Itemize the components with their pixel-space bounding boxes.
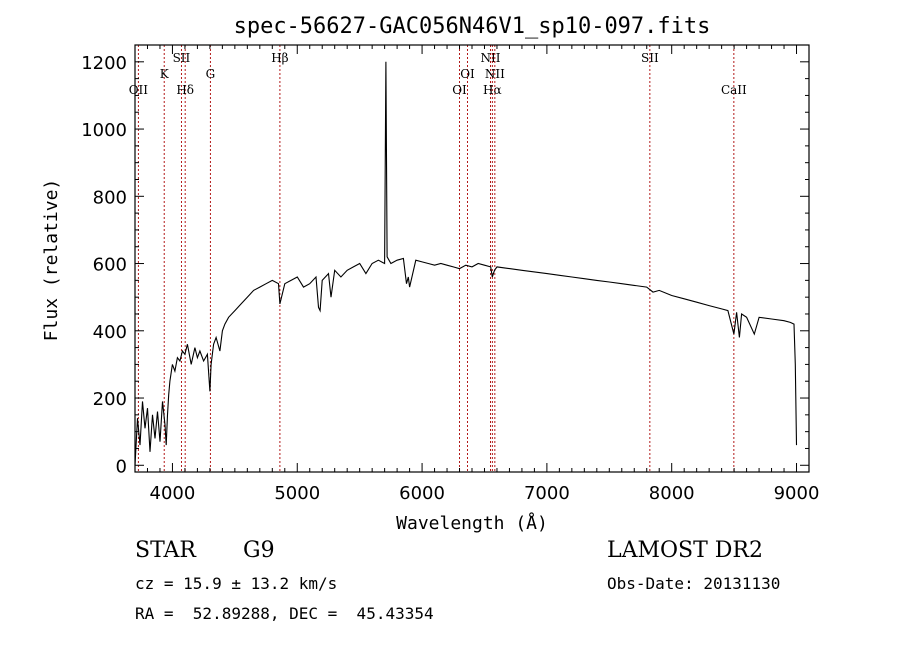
chart-title: spec-56627-GAC056N46V1_sp10-097.fits: [234, 14, 711, 39]
y-axis-label: Flux (relative): [41, 179, 62, 342]
x-axis-label: Wavelength (Å): [396, 512, 548, 534]
redshift-value: cz = 15.9 ± 13.2 km/s: [135, 574, 338, 593]
x-tick-label: 4000: [150, 483, 196, 504]
x-tick-label: 7000: [524, 483, 570, 504]
spectrum-line: [134, 61, 798, 466]
x-tick-label: 9000: [774, 483, 820, 504]
x-tick-label: 5000: [274, 483, 320, 504]
y-tick-label: 1200: [81, 53, 127, 74]
coordinates: RA = 52.89288, DEC = 45.43354: [135, 604, 434, 623]
spectral-line-label: NII: [485, 67, 505, 81]
spectral-line-label: Hα: [483, 83, 502, 97]
plot-frame: [134, 44, 810, 473]
axis-ticks: 4000 5000 6000 7000 8000 9000 0 200 400 600 800 100…: [81, 45, 819, 504]
object-class: STAR: [135, 538, 196, 563]
spectral-line-label: SII: [173, 51, 191, 65]
y-tick-label: 0: [116, 456, 127, 477]
spectral-line-label: K: [160, 67, 170, 81]
spectral-line-label: CaII: [721, 83, 747, 97]
spectral-line-label: OI: [460, 67, 475, 81]
object-subclass: G9: [243, 538, 275, 563]
spectral-line-label: SII: [641, 51, 659, 65]
spectral-line-label: Hβ: [271, 51, 288, 65]
y-tick-label: 400: [93, 322, 127, 343]
spectral-line-label: OII: [129, 83, 149, 97]
x-tick-label: 8000: [649, 483, 695, 504]
y-tick-label: 600: [93, 255, 127, 276]
x-tick-label: 6000: [399, 483, 445, 504]
spectral-line-label: NII: [480, 51, 500, 65]
observation-date: Obs-Date: 20131130: [607, 574, 781, 593]
survey-name: LAMOST DR2: [607, 538, 763, 563]
y-tick-label: 800: [93, 187, 127, 208]
spectral-line-label: OI: [452, 83, 467, 97]
y-tick-label: 1000: [81, 120, 127, 141]
spectral-line-label: G: [206, 67, 216, 81]
y-tick-label: 200: [93, 389, 127, 410]
spectral-line-label: Hδ: [176, 83, 194, 97]
